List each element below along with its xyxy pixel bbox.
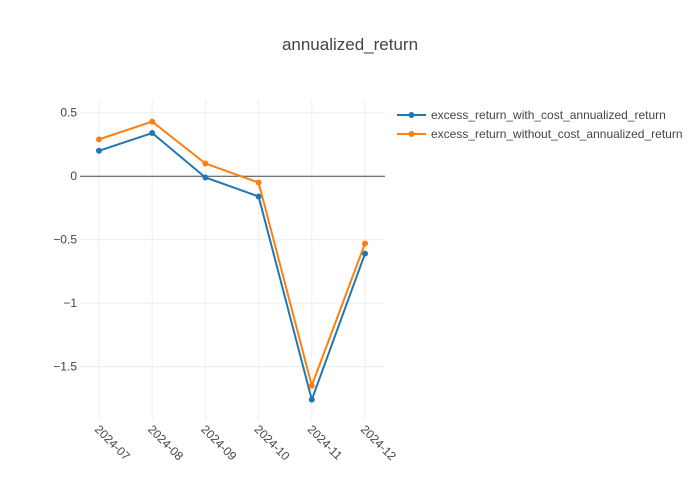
series-line — [98, 132, 366, 401]
legend-label: excess_return_without_cost_annualized_re… — [431, 127, 683, 141]
chart-title: annualized_return — [282, 35, 418, 54]
grid — [80, 100, 385, 420]
y-tick-label: 0 — [70, 169, 77, 183]
series-1 — [96, 130, 368, 403]
data-point[interactable] — [308, 382, 315, 389]
y-tick-label: 0.5 — [60, 106, 77, 120]
data-point[interactable] — [255, 179, 262, 186]
y-tick-label: −1.5 — [53, 360, 77, 374]
legend-swatch-marker — [408, 112, 415, 118]
data-point[interactable] — [255, 193, 262, 200]
data-point[interactable] — [202, 160, 209, 167]
legend-label: excess_return_with_cost_annualized_retur… — [431, 108, 666, 122]
data-point[interactable] — [96, 136, 102, 143]
data-point[interactable] — [149, 118, 156, 125]
data-point[interactable] — [202, 174, 209, 181]
legend-item[interactable]: excess_return_with_cost_annualized_retur… — [397, 108, 666, 122]
data-point[interactable] — [308, 396, 315, 403]
y-tick-label: −1 — [63, 296, 77, 310]
data-point[interactable] — [96, 147, 102, 154]
data-point[interactable] — [149, 130, 156, 137]
y-axis-ticks: 0.5 0 −0.5 −1 −1.5 — [53, 106, 77, 374]
series-lines — [96, 118, 368, 403]
series-2 — [96, 118, 368, 389]
data-point[interactable] — [362, 250, 368, 257]
legend-swatch-marker — [408, 131, 415, 137]
y-tick-label: −0.5 — [53, 233, 77, 247]
series-line — [98, 120, 366, 387]
legend-item[interactable]: excess_return_without_cost_annualized_re… — [397, 127, 683, 141]
data-point[interactable] — [362, 240, 368, 247]
legend[interactable]: excess_return_with_cost_annualized_retur… — [397, 108, 683, 141]
